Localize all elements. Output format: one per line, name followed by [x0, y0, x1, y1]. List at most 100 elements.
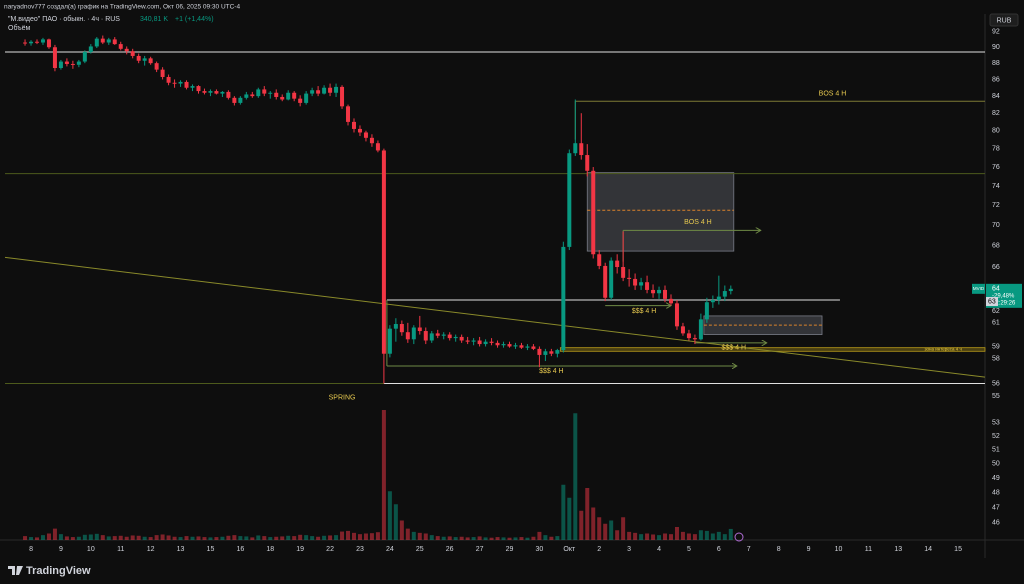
candle-body [100, 38, 105, 43]
candle-body [292, 92, 297, 99]
volume-bar [722, 534, 727, 540]
volume-bar [405, 528, 410, 540]
candle-body [495, 342, 500, 346]
x-tick-label: 13 [894, 546, 902, 553]
x-tick-label: 15 [207, 546, 215, 553]
candle-body [680, 326, 685, 334]
volume-bar [154, 535, 159, 540]
x-tick-label: 7 [747, 546, 751, 553]
candle-body [651, 289, 656, 294]
candle-body [256, 89, 261, 97]
candle-body [202, 91, 207, 93]
candle-body [190, 86, 195, 88]
volume-bar [363, 533, 368, 540]
volume-bar [531, 536, 536, 540]
x-tick-label: 9 [807, 546, 811, 553]
event-marker[interactable] [734, 532, 744, 542]
candle-body [381, 150, 386, 354]
candle-body [501, 344, 506, 346]
volume-bar [124, 536, 129, 540]
candle-body [58, 61, 63, 69]
volume-bar [334, 535, 339, 540]
change-tag: -29,48% [992, 293, 1015, 299]
volume-bar [507, 537, 512, 540]
y-tick-label: 50 [992, 461, 1000, 468]
x-tick-label: 26 [446, 546, 454, 553]
volume-bar [106, 536, 111, 540]
volume-bar [304, 535, 309, 540]
y-tick-label: 46 [992, 520, 1000, 527]
candle-body [23, 42, 28, 44]
volume-bar [52, 528, 57, 540]
volume-bar [268, 537, 273, 540]
volume-bar [166, 535, 171, 540]
volume-bar [543, 535, 548, 540]
volume-bar [286, 535, 291, 540]
candle-body [555, 350, 560, 354]
y-tick-label: 74 [992, 183, 1000, 190]
annotation-label: зона интереса 4 ч [924, 347, 962, 352]
volume-bar [88, 534, 93, 540]
candle-body [238, 97, 243, 103]
volume-bar [555, 536, 560, 540]
candle-body [609, 260, 614, 298]
x-tick-label: 14 [924, 546, 932, 553]
volume-bar [698, 530, 703, 540]
volume-bar [423, 533, 428, 540]
x-tick-label: 30 [536, 546, 544, 553]
volume-bar [58, 534, 63, 540]
zone-box [586, 172, 735, 252]
y-tick-label: 70 [992, 222, 1000, 229]
volume-bar [357, 534, 362, 540]
y-tick-label: 59 [992, 343, 1000, 350]
candle-body [40, 39, 45, 43]
volume-bar [274, 536, 279, 540]
candle-body [142, 58, 147, 61]
volume-bar [381, 410, 386, 540]
candle-body [160, 69, 165, 77]
volume-bar [244, 536, 249, 540]
candle-body [657, 289, 662, 294]
currency: RUB [997, 17, 1012, 24]
volume-bar [70, 537, 75, 540]
candle-body [573, 143, 578, 154]
volume-bar [316, 536, 321, 540]
currency-box[interactable] [989, 13, 1019, 27]
candle-body [513, 345, 518, 347]
candle-body [519, 345, 524, 348]
volume-bar [142, 536, 147, 540]
x-tick-label: 15 [954, 546, 962, 553]
y-tick-label: 72 [992, 202, 1000, 209]
x-tick-label: 19 [296, 546, 304, 553]
y-tick-label: 56 [992, 380, 1000, 387]
volume-bar [525, 537, 530, 540]
candle-body [184, 81, 189, 88]
candle-body [411, 327, 416, 340]
author-line: naryadnov777 создал(а) график на Trading… [4, 4, 240, 11]
candle-body [262, 89, 267, 94]
candle-body [399, 324, 404, 333]
volume-bar [208, 537, 213, 540]
volume-bar [549, 536, 554, 540]
x-tick-label: 25 [416, 546, 424, 553]
candle-body [154, 63, 159, 70]
candle-body [459, 336, 464, 341]
candle-body [64, 61, 69, 64]
volume-bar [393, 504, 398, 540]
candle-body [471, 340, 476, 342]
candle-body [543, 351, 548, 355]
candle-body [88, 46, 93, 52]
volume-bar [226, 535, 231, 540]
candle-body [435, 333, 440, 336]
candle-body [130, 51, 135, 56]
candle-body [597, 254, 602, 266]
volume-bar [615, 530, 620, 540]
volume-bar [704, 530, 709, 540]
volume-bar [100, 535, 105, 540]
candle-body [232, 97, 237, 103]
volume-bar [680, 531, 685, 540]
x-tick-label: 10 [87, 546, 95, 553]
volume-bar [130, 535, 135, 540]
candle-body [591, 170, 596, 255]
candle-body [280, 96, 285, 100]
